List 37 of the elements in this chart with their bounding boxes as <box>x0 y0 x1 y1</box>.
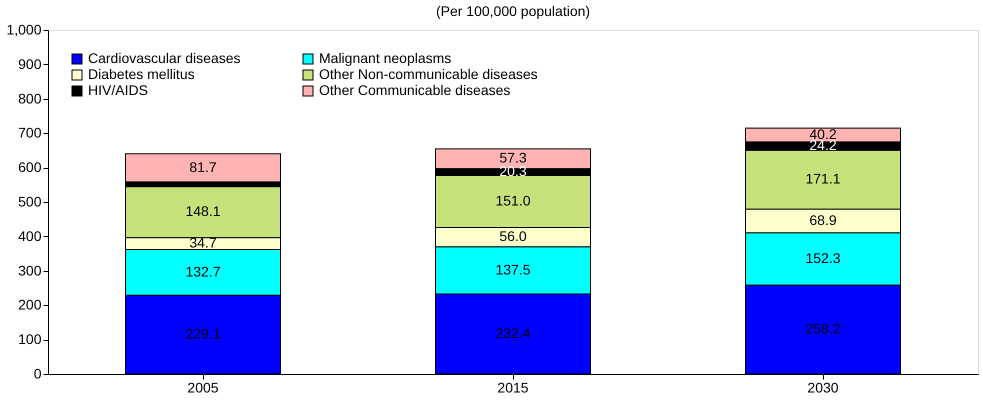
data-label: 171.1 <box>805 170 841 187</box>
y-tick-label: 300 <box>18 262 42 278</box>
x-tick-label: 2030 <box>807 380 839 396</box>
y-tick-label: 100 <box>18 331 42 348</box>
legend-label: Cardiovascular diseases <box>88 50 241 66</box>
data-label: 258.2 <box>805 320 841 337</box>
y-tick-label: 900 <box>18 56 42 72</box>
data-label: 137.5 <box>495 261 531 278</box>
y-tick-label: 200 <box>18 296 42 313</box>
data-label: 148.1 <box>185 203 221 220</box>
legend-label: Malignant neoplasms <box>319 50 452 66</box>
data-label: 232.4 <box>495 325 531 342</box>
data-label: 152.3 <box>805 250 841 266</box>
legend-label: Other Communicable diseases <box>319 82 510 98</box>
x-tick-label: 2005 <box>187 380 219 396</box>
y-tick-label: 400 <box>18 228 42 244</box>
y-tick-label: 1,000 <box>6 22 42 38</box>
data-label: 151.0 <box>495 192 531 209</box>
data-label: 81.7 <box>189 158 217 175</box>
legend-label: HIV/AIDS <box>88 82 148 98</box>
y-tick-label: 0 <box>34 366 42 382</box>
legend-label: Other Non-communicable diseases <box>319 66 538 82</box>
data-label: 229.1 <box>185 326 221 342</box>
data-label: 132.7 <box>185 263 221 280</box>
y-tick-label: 700 <box>18 124 42 141</box>
data-label: 20.3 <box>499 163 527 180</box>
data-label: 40.2 <box>809 126 837 142</box>
data-label: 56.0 <box>499 228 527 244</box>
legend-label: Diabetes mellitus <box>88 66 195 82</box>
x-tick-label: 2015 <box>497 380 529 396</box>
y-tick-label: 800 <box>18 90 42 106</box>
y-tick-label: 600 <box>18 159 42 176</box>
chart-title: (Per 100,000 population) <box>436 3 590 19</box>
data-label: 57.3 <box>499 150 527 166</box>
data-label: 34.7 <box>189 234 217 251</box>
data-label: 68.9 <box>809 212 837 228</box>
y-tick-label: 500 <box>18 194 42 210</box>
